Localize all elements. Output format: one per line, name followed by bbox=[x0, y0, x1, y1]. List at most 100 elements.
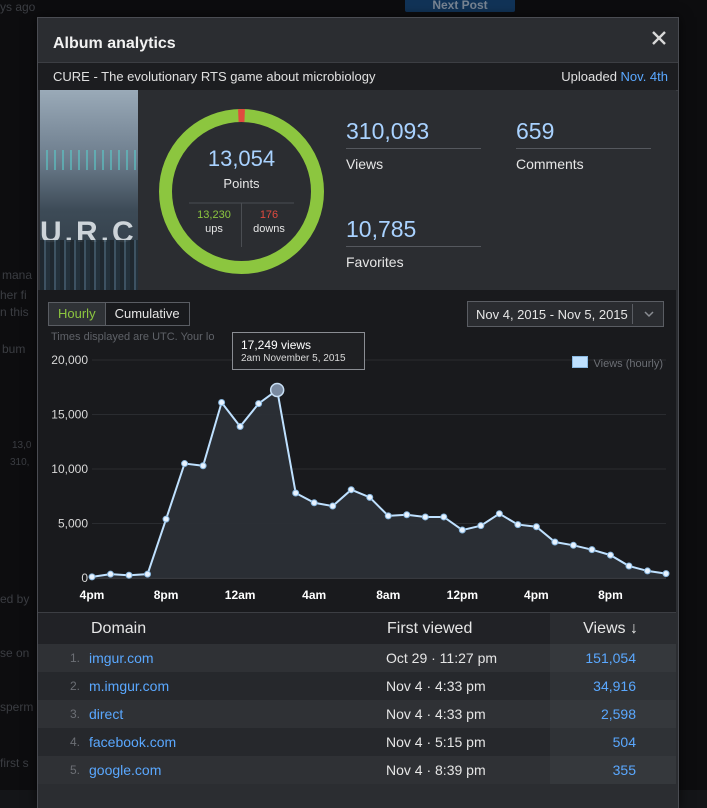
bg-fragment: first s bbox=[0, 756, 29, 770]
bg-fragment: 13,0 bbox=[12, 440, 32, 451]
data-point bbox=[477, 522, 485, 530]
stats-panel: U.R.C 13,054 Points 13,230 ups 176 downs… bbox=[38, 90, 676, 290]
domain-link[interactable]: facebook.com bbox=[89, 728, 386, 756]
row-number: 5. bbox=[38, 756, 89, 784]
data-point bbox=[532, 523, 540, 531]
favorites-label: Favorites bbox=[346, 254, 404, 270]
row-number: 2. bbox=[38, 672, 89, 700]
table-row: 1. imgur.com Oct 29 · 11:27 pm 151,054 bbox=[38, 644, 676, 672]
data-point bbox=[606, 551, 614, 559]
domain-link[interactable]: google.com bbox=[89, 756, 386, 784]
album-info-bar: CURE - The evolutionary RTS game about m… bbox=[38, 62, 678, 91]
data-point bbox=[125, 571, 133, 579]
x-tick-label: 12pm bbox=[447, 588, 478, 602]
comments-label: Comments bbox=[516, 156, 584, 172]
domain-header[interactable]: Domain bbox=[38, 612, 386, 644]
chart-tooltip: 17,249 views 2am November 5, 2015 bbox=[232, 332, 365, 370]
bg-fragment: sperm bbox=[0, 700, 34, 714]
y-tick-label: 10,000 bbox=[51, 462, 88, 476]
views-count: 2,598 bbox=[550, 700, 676, 728]
data-point bbox=[440, 513, 448, 521]
tab-cumulative[interactable]: Cumulative bbox=[114, 306, 180, 321]
modal-title: Album analytics bbox=[53, 35, 176, 52]
points-ring-graphic bbox=[159, 109, 324, 274]
views-count: 34,916 bbox=[550, 672, 676, 700]
bg-fragment: bum bbox=[2, 342, 26, 356]
referrer-table: Domain First viewed Views ↓ 1. imgur.com… bbox=[38, 612, 676, 784]
domain-link[interactable]: imgur.com bbox=[89, 644, 386, 672]
modal-header: Album analytics bbox=[38, 18, 678, 58]
tooltip-views: 17,249 views bbox=[241, 338, 312, 352]
first-viewed-header[interactable]: First viewed bbox=[386, 612, 550, 644]
data-point bbox=[329, 502, 337, 510]
y-tick-label: 5,000 bbox=[58, 517, 88, 531]
views-count: 504 bbox=[550, 728, 676, 756]
thumbnail-decoration bbox=[40, 240, 138, 290]
data-point bbox=[495, 510, 503, 518]
first-viewed: Nov 4 · 5:15 pm bbox=[386, 728, 550, 756]
favorites-value: 10,785 bbox=[346, 216, 417, 242]
x-tick-label: 4pm bbox=[80, 588, 105, 602]
x-tick-label: 8pm bbox=[598, 588, 623, 602]
downs-arc bbox=[159, 109, 324, 274]
legend-swatch bbox=[571, 356, 588, 368]
downs-value: 176 bbox=[259, 209, 279, 221]
views-count: 151,054 bbox=[550, 644, 676, 672]
highlighted-point bbox=[269, 382, 285, 398]
views-stat: 310,093 Views bbox=[346, 118, 481, 172]
domain-link[interactable]: m.imgur.com bbox=[89, 672, 386, 700]
data-point bbox=[107, 570, 115, 578]
close-icon[interactable] bbox=[649, 28, 669, 48]
favorites-stat: 10,785 Favorites bbox=[346, 216, 481, 270]
thumbnail-decoration bbox=[40, 150, 138, 170]
points-value: 13,054 bbox=[207, 146, 276, 171]
table-row: 5. google.com Nov 4 · 8:39 pm 355 bbox=[38, 756, 676, 784]
domain-link[interactable]: direct bbox=[89, 700, 386, 728]
row-number: 4. bbox=[38, 728, 89, 756]
date-range-select[interactable]: Nov 4, 2015 - Nov 5, 2015 bbox=[467, 301, 664, 327]
ups-value: 13,230 bbox=[197, 209, 231, 221]
ups-label: ups bbox=[205, 223, 223, 235]
data-point bbox=[458, 526, 466, 534]
row-number: 3. bbox=[38, 700, 89, 728]
data-point bbox=[551, 538, 559, 546]
data-point bbox=[625, 562, 633, 570]
next-post-button[interactable]: Next Post bbox=[405, 0, 515, 12]
data-point bbox=[384, 512, 392, 520]
first-viewed: Nov 4 · 4:33 pm bbox=[386, 672, 550, 700]
table-row: 3. direct Nov 4 · 4:33 pm 2,598 bbox=[38, 700, 676, 728]
data-point bbox=[218, 399, 226, 407]
chart-legend[interactable]: Views (hourly) bbox=[571, 356, 663, 370]
chart-mode-toggle: Hourly Cumulative bbox=[48, 302, 190, 326]
data-point bbox=[236, 422, 244, 430]
first-viewed: Nov 4 · 8:39 pm bbox=[386, 756, 550, 784]
bg-fragment: se on bbox=[0, 646, 30, 660]
bg-fragment: her fi bbox=[0, 288, 27, 302]
data-point bbox=[292, 489, 300, 497]
y-tick-label: 20,000 bbox=[51, 353, 88, 367]
first-viewed: Oct 29 · 11:27 pm bbox=[386, 644, 550, 672]
data-point bbox=[199, 462, 207, 470]
data-point bbox=[181, 460, 189, 468]
views-area bbox=[92, 389, 666, 578]
views-header[interactable]: Views ↓ bbox=[550, 612, 676, 644]
x-tick-label: 4pm bbox=[524, 588, 549, 602]
uploaded-date: Nov. 4th bbox=[620, 69, 668, 84]
table-header: Domain First viewed Views ↓ bbox=[38, 612, 676, 644]
album-analytics-modal: Album analytics CURE - The evolutionary … bbox=[37, 17, 679, 808]
data-point bbox=[643, 567, 651, 575]
views-count: 355 bbox=[550, 756, 676, 784]
bg-fragment: ed by bbox=[0, 592, 30, 606]
bg-fragment: ys ago bbox=[0, 0, 36, 14]
bg-fragment: n this bbox=[0, 305, 29, 319]
x-tick-label: 4am bbox=[302, 588, 326, 602]
timezone-note: Times displayed are UTC. Your lo bbox=[51, 331, 215, 343]
data-point bbox=[255, 400, 263, 408]
data-point bbox=[144, 570, 152, 578]
tab-hourly[interactable]: Hourly bbox=[49, 303, 106, 325]
album-thumbnail[interactable]: U.R.C bbox=[40, 90, 138, 290]
x-tick-label: 12am bbox=[225, 588, 256, 602]
data-point bbox=[347, 486, 355, 494]
date-range-value: Nov 4, 2015 - Nov 5, 2015 bbox=[476, 307, 628, 322]
next-post-label: Next Post bbox=[432, 0, 488, 12]
